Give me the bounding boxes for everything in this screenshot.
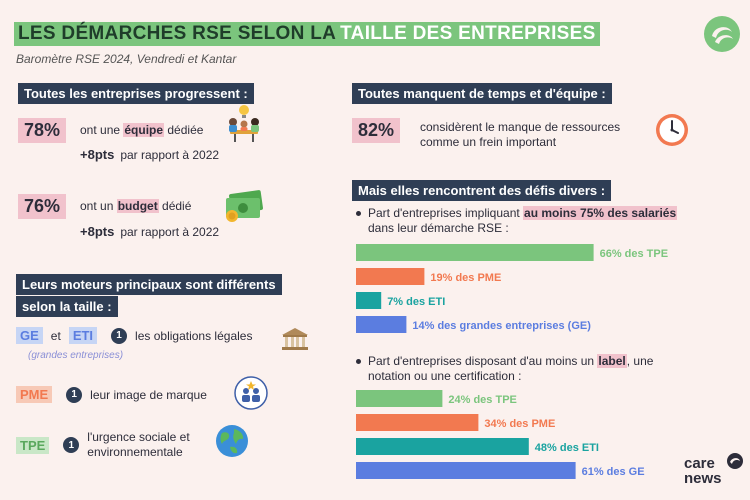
clock-icon <box>656 114 688 146</box>
bar-tpe <box>356 244 594 261</box>
challenges-heading: Mais elles rencontrent des défis divers … <box>352 180 612 201</box>
bar-label-eti: 48% des ETI <box>535 442 599 454</box>
bar-label-pme: 34% des PME <box>484 418 555 430</box>
progress-heading: Toutes les entreprises progressent : <box>18 83 254 104</box>
bar-label-tpe: 66% des TPE <box>600 248 668 260</box>
rank-badge: 1 <box>66 386 83 403</box>
chart-labels: 24% des TPE 34% des PME 48% des ETI 61% des… <box>356 390 645 479</box>
title-part2: TAILLE DES ENTREPRISES <box>340 22 600 46</box>
driver-pme: PME 1 leur image de marque <box>16 386 207 403</box>
government-building-icon <box>282 328 308 350</box>
stat-budget-text: ont un budget dédié <box>80 199 192 213</box>
time-heading: Toutes manquent de temps et d'équipe : <box>352 83 612 104</box>
rank-badge: 1 <box>63 437 80 453</box>
tag-eti: ETI <box>68 327 98 344</box>
brand-image-icon <box>234 376 268 410</box>
bar-ge <box>356 462 576 479</box>
keyword-budget: budget <box>116 199 159 213</box>
stat-team-delta: +8pts par rapport à 2022 <box>80 147 220 162</box>
bar-label-tpe: 24% des TPE <box>448 394 516 406</box>
bullet <box>356 359 361 364</box>
bar-eti <box>356 292 382 309</box>
driver-ge-eti: GE et ETI 1 les obligations légales <box>16 327 252 344</box>
title-part1: LES DÉMARCHES RSE SELON LA <box>14 22 341 46</box>
bar-pme <box>356 414 479 431</box>
drivers-heading: Leurs moteurs principaux sont différents… <box>16 274 282 317</box>
tag-pme: PME <box>16 386 53 403</box>
bar-grandes-entreprises-ge <box>356 316 407 333</box>
bar-tpe <box>356 390 443 407</box>
bar-label-pme: 19% des PME <box>430 272 501 284</box>
bar-label-grandes-entreprises-ge: 14% des grandes entreprises (GE) <box>412 320 591 332</box>
stat-team-text: ont une équipe dédiée <box>80 123 204 137</box>
stat-budget-pct: 76% <box>18 194 67 219</box>
bullet <box>356 211 361 216</box>
money-icon <box>226 190 263 222</box>
stat-budget-delta: +8pts par rapport à 2022 <box>80 224 220 239</box>
stat-team-pct: 78% <box>18 118 67 143</box>
bar-eti <box>356 438 529 455</box>
tag-tpe: TPE <box>16 436 50 454</box>
chart-employees: 66% des TPE 19% des PME 7% des ETI 14% des … <box>356 244 668 333</box>
team-meeting-icon <box>229 105 259 142</box>
question-label: Part d'entreprises disposant d'au moins … <box>368 354 654 383</box>
bar-label-ge: 61% des GE <box>582 466 645 478</box>
bar-label-eti: 7% des ETI <box>387 296 445 308</box>
bar-pme <box>356 268 425 285</box>
stat-resources-text: considèrent le manque de ressources comme… <box>420 120 621 149</box>
driver-text: leur image de marque <box>90 387 207 402</box>
stat-resources-pct: 82% <box>352 118 401 143</box>
swirl-logo-icon <box>704 16 740 52</box>
ge-footnote: (grandes entreprises) <box>28 350 124 361</box>
driver-text: l'urgence sociale et environnementale <box>87 430 190 459</box>
tag-ge: GE <box>16 327 43 344</box>
rank-badge: 1 <box>111 327 128 344</box>
carenews-swirl-icon <box>727 453 743 469</box>
globe-icon <box>216 425 248 457</box>
driver-tpe: TPE 1 l'urgence sociale et environnementa… <box>16 430 190 460</box>
page-title: LES DÉMARCHES RSE SELON LA TAILLE DES EN… <box>14 22 600 46</box>
keyword-equipe: équipe <box>123 123 165 137</box>
question-employees: Part d'entreprises impliquant au moins 7… <box>368 206 678 235</box>
driver-text: les obligations légales <box>135 328 253 343</box>
subtitle: Baromètre RSE 2024, Vendredi et Kantar <box>16 52 237 66</box>
carenews-logo: care news <box>684 455 722 487</box>
